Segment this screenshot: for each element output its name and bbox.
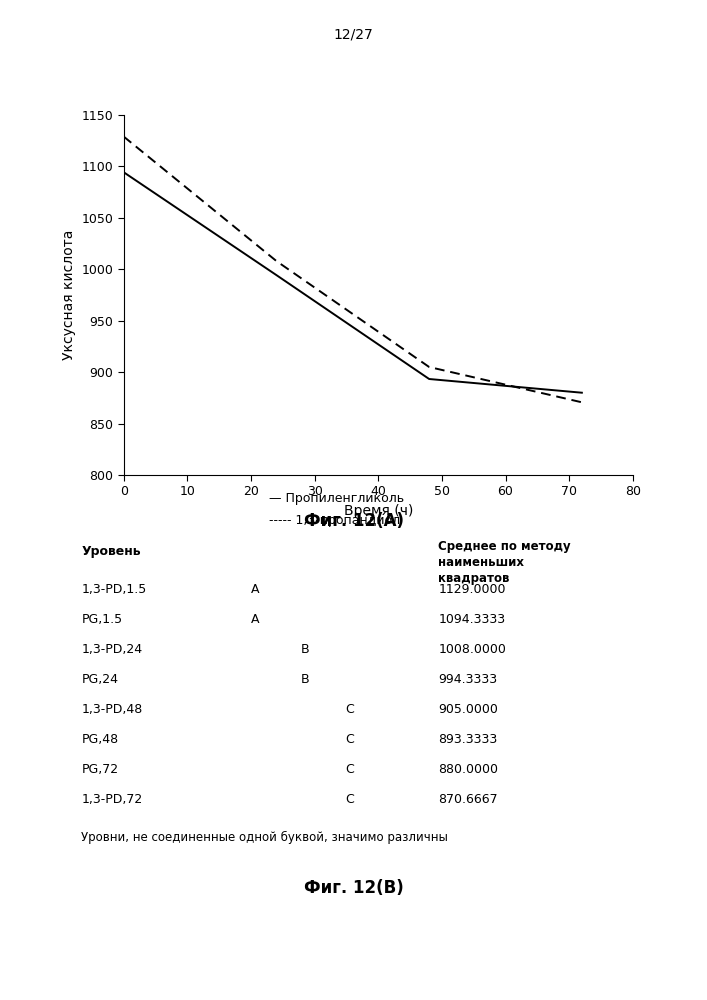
Text: B: B <box>300 673 309 686</box>
Text: PG,48: PG,48 <box>81 733 119 746</box>
Text: C: C <box>345 763 354 776</box>
Text: A: A <box>251 613 259 626</box>
Text: C: C <box>345 733 354 746</box>
Text: B: B <box>300 643 309 656</box>
Text: Уровень: Уровень <box>81 545 141 558</box>
Text: PG,72: PG,72 <box>81 763 119 776</box>
Text: A: A <box>251 583 259 596</box>
Text: 870.6667: 870.6667 <box>438 793 498 806</box>
Text: 1094.3333: 1094.3333 <box>438 613 506 626</box>
Text: 12/27: 12/27 <box>334 27 373 41</box>
X-axis label: Время (ч): Время (ч) <box>344 504 413 518</box>
Text: 1,3-PD,48: 1,3-PD,48 <box>81 703 143 716</box>
Y-axis label: Уксусная кислота: Уксусная кислота <box>62 230 76 360</box>
Text: 905.0000: 905.0000 <box>438 703 498 716</box>
Text: ----- 1,3-пропандиол: ----- 1,3-пропандиол <box>269 514 399 527</box>
Text: 1129.0000: 1129.0000 <box>438 583 506 596</box>
Text: 1,3-PD,72: 1,3-PD,72 <box>81 793 143 806</box>
Text: 880.0000: 880.0000 <box>438 763 498 776</box>
Text: — Пропиленгликоль: — Пропиленгликоль <box>269 492 404 505</box>
Text: PG,1.5: PG,1.5 <box>81 613 122 626</box>
Text: PG,24: PG,24 <box>81 673 118 686</box>
Text: 994.3333: 994.3333 <box>438 673 498 686</box>
Text: 893.3333: 893.3333 <box>438 733 498 746</box>
Text: C: C <box>345 703 354 716</box>
Text: 1,3-PD,1.5: 1,3-PD,1.5 <box>81 583 146 596</box>
Text: Уровни, не соединенные одной буквой, значимо различны: Уровни, не соединенные одной буквой, зна… <box>81 831 448 844</box>
Text: Фиг. 12(B): Фиг. 12(B) <box>303 879 404 897</box>
Text: 1,3-PD,24: 1,3-PD,24 <box>81 643 142 656</box>
Text: Среднее по методу
наименьших
квадратов: Среднее по методу наименьших квадратов <box>438 540 571 585</box>
Text: Фиг. 12(A): Фиг. 12(A) <box>303 512 404 530</box>
Text: C: C <box>345 793 354 806</box>
Text: 1008.0000: 1008.0000 <box>438 643 506 656</box>
